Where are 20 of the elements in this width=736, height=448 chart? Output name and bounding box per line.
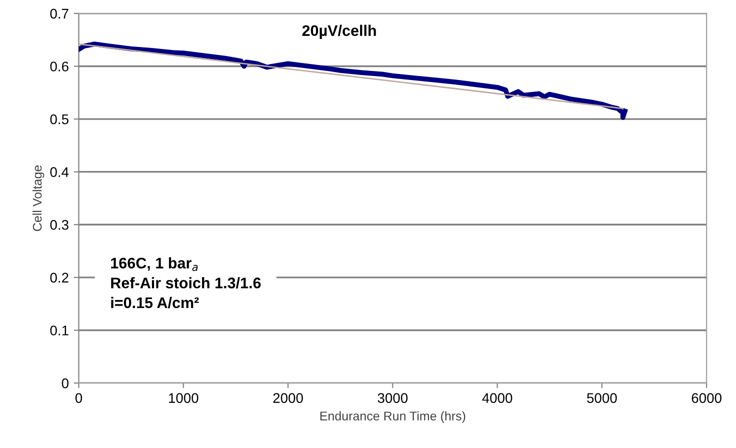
x-tick-label: 5000: [587, 393, 617, 403]
x-tick-label: 0: [75, 393, 82, 403]
y-axis-title: Cell Voltage: [32, 165, 44, 231]
y-tick-label: 0.7: [50, 8, 68, 19]
y-tick-label: 0.6: [50, 62, 68, 72]
y-tick-label: 0.4: [50, 167, 69, 178]
x-tick-label: 4000: [482, 393, 512, 403]
line-series: [78, 42, 628, 120]
y-tick-label: 0: [62, 378, 68, 388]
annotation: 20µV/cellh: [302, 24, 376, 40]
x-axis-title: Endurance Run Time (hrs): [320, 411, 466, 423]
y-tick-label: 0.1: [50, 326, 68, 336]
x-tick-label: 2000: [273, 393, 303, 403]
y-tick-label: 0.3: [50, 220, 68, 230]
annotation: 166C, 1 bar$_{a}$ Ref-Air stoich 1.3/1.6 i=0.15 A/cm²: [111, 257, 261, 308]
x-tick-label: 1000: [169, 393, 198, 403]
y-tick-label: 0.5: [50, 114, 68, 124]
x-tick-label: 3000: [378, 393, 408, 403]
y-tick-label: 0.2: [50, 272, 68, 283]
x-tick-label: 6000: [692, 393, 722, 403]
